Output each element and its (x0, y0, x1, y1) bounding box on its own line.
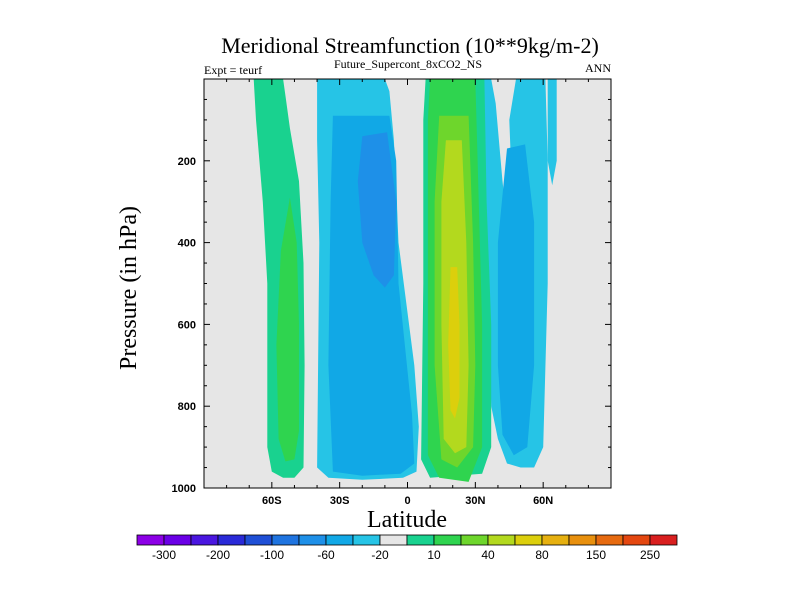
chart-title: Meridional Streamfunction (10**9kg/m-2) (221, 33, 599, 58)
colorbar-label: -60 (317, 548, 335, 562)
colorbar-box-11 (433, 534, 462, 546)
contour-region-1 (276, 197, 299, 462)
colorbar-box-0 (136, 534, 165, 546)
x-tick-label: 60N (533, 495, 553, 507)
colorbar-box-14 (514, 534, 543, 546)
colorbar-label: 10 (427, 548, 441, 562)
contour-regions (253, 79, 557, 482)
y-axis-label: Pressure (in hPa) (116, 206, 142, 370)
colorbar-box-10 (406, 534, 435, 546)
colorbar-label: 250 (640, 548, 660, 562)
colorbar-label: 40 (481, 548, 495, 562)
contour-region-4 (547, 79, 557, 186)
colorbar-box-2 (190, 534, 219, 546)
colorbar-box-13 (487, 534, 516, 546)
colorbar-box-8 (352, 534, 381, 546)
contour-region-6 (497, 144, 535, 456)
colorbar-box-15 (541, 534, 570, 546)
colorbar-box-16 (568, 534, 597, 546)
right-string: ANN (585, 61, 611, 75)
colorbar-label: -100 (260, 548, 284, 562)
colorbar-box-4 (244, 534, 273, 546)
y-tick-label: 200 (178, 156, 196, 168)
x-tick-label: 60S (262, 495, 282, 507)
colorbar-box-6 (298, 534, 327, 546)
colorbar-label: 150 (586, 548, 606, 562)
x-tick-label: 30N (465, 495, 485, 507)
colorbar-label: 80 (535, 548, 549, 562)
contour-region-12 (448, 267, 460, 419)
y-tick-label: 400 (178, 238, 196, 250)
colorbar-box-9 (379, 534, 408, 546)
y-tick-label: 1000 (172, 483, 196, 495)
colorbar-box-19 (649, 534, 678, 546)
x-tick-label: 0 (404, 495, 410, 507)
colorbar-box-7 (325, 534, 354, 546)
colorbar-label: -200 (206, 548, 230, 562)
colorbar-box-12 (460, 534, 489, 546)
colorbar-box-18 (622, 534, 651, 546)
colorbar-box-17 (595, 534, 624, 546)
colorbar-box-5 (271, 534, 300, 546)
y-tick-label: 600 (178, 319, 196, 331)
center-string: Future_Supercont_8xCO2_NS (334, 57, 482, 71)
contour-region-7 (357, 132, 397, 288)
axis-ticks: 60S 30S 0 30N 60N 200 400 600 800 1000 (172, 79, 611, 507)
colorbar-box-1 (163, 534, 192, 546)
x-axis-label: Latitude (367, 507, 447, 533)
colorbar-box-3 (217, 534, 246, 546)
x-tick-label: 30S (330, 495, 350, 507)
y-tick-label: 800 (178, 401, 196, 413)
left-string: Expt = teurf (204, 63, 262, 77)
colorbar: -300 -200 -100 -60 -20 10 40 80 150 250 (136, 534, 678, 562)
colorbar-label: -300 (152, 548, 176, 562)
colorbar-label: -20 (371, 548, 389, 562)
